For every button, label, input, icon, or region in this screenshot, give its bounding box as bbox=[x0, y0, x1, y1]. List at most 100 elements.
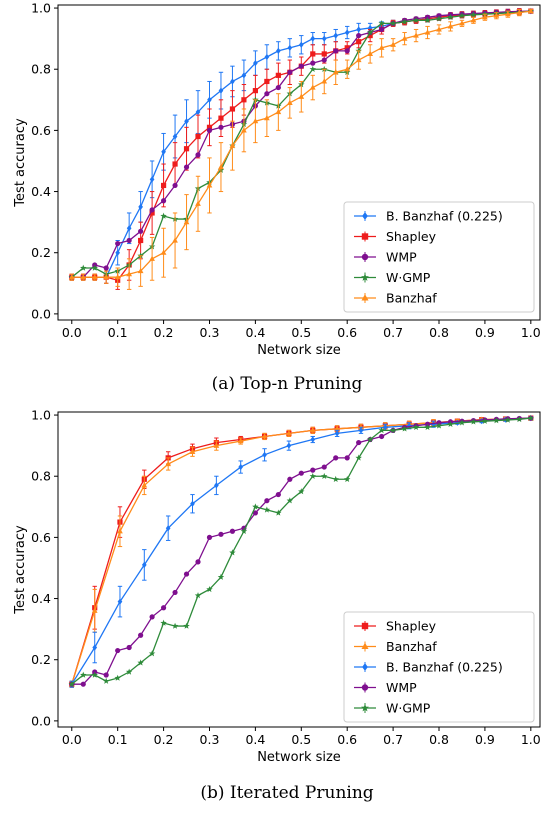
legend-item: W·GMP bbox=[354, 270, 431, 285]
legend-marker bbox=[361, 703, 369, 712]
data-point bbox=[160, 605, 167, 611]
data-point bbox=[218, 124, 224, 130]
y-axis-label: Test accuracy bbox=[13, 118, 28, 208]
legend-label: WMP bbox=[386, 680, 417, 695]
data-point bbox=[171, 622, 179, 629]
figure-caption: (b) Iterated Pruning bbox=[200, 783, 373, 803]
data-point bbox=[459, 20, 465, 26]
data-point bbox=[431, 421, 436, 428]
data-point bbox=[195, 559, 201, 565]
data-point bbox=[126, 225, 132, 232]
data-point bbox=[447, 23, 454, 29]
legend-marker bbox=[361, 642, 369, 650]
legend-item: Banzhaf bbox=[354, 639, 437, 654]
legend: Shapley Banzhaf B. Banzhaf (0.225) WMP W·GMP bbox=[343, 611, 535, 723]
x-tick-label: 1.0 bbox=[521, 732, 541, 747]
data-point bbox=[406, 422, 412, 429]
data-point bbox=[298, 488, 305, 495]
data-point bbox=[356, 32, 362, 39]
data-point bbox=[527, 7, 534, 14]
data-point bbox=[298, 93, 305, 99]
x-tick-label: 1.0 bbox=[521, 325, 541, 340]
data-point bbox=[367, 50, 374, 57]
data-point bbox=[263, 506, 271, 513]
x-tick-label: 0.5 bbox=[291, 325, 311, 340]
y-tick-label: 0.2 bbox=[31, 652, 51, 667]
data-point bbox=[80, 681, 86, 687]
x-tick-label: 0.9 bbox=[475, 732, 495, 747]
x-tick-label: 0.7 bbox=[383, 325, 403, 340]
data-point bbox=[264, 78, 270, 85]
y-tick-label: 0.4 bbox=[31, 591, 51, 606]
data-point bbox=[287, 44, 293, 51]
data-point bbox=[321, 35, 327, 42]
data-point bbox=[184, 118, 189, 125]
data-point bbox=[141, 561, 147, 569]
data-point bbox=[229, 549, 236, 556]
data-point bbox=[252, 510, 258, 516]
data-point bbox=[115, 240, 121, 247]
legend-box bbox=[343, 611, 535, 723]
data-point bbox=[333, 455, 339, 461]
plot-frame bbox=[57, 4, 541, 321]
data-point bbox=[309, 84, 316, 90]
data-point bbox=[310, 436, 316, 443]
data-point bbox=[218, 531, 224, 537]
data-point bbox=[481, 417, 489, 424]
data-point bbox=[207, 96, 212, 103]
data-point bbox=[321, 51, 327, 57]
y-tick-label: 0.6 bbox=[31, 123, 51, 138]
data-point bbox=[358, 427, 364, 434]
x-tick-label: 0.1 bbox=[108, 325, 128, 340]
data-point bbox=[286, 442, 292, 449]
data-point bbox=[114, 674, 121, 681]
data-point bbox=[321, 57, 327, 63]
data-point bbox=[458, 419, 466, 426]
data-point bbox=[252, 88, 258, 94]
data-point bbox=[80, 671, 87, 678]
series-w-gmp bbox=[68, 414, 535, 687]
data-point bbox=[80, 274, 87, 280]
data-point bbox=[125, 668, 133, 675]
data-point bbox=[161, 148, 166, 155]
x-axis-label: Network size bbox=[257, 750, 341, 765]
x-tick-label: 0.4 bbox=[245, 325, 265, 340]
legend-label: Banzhaf bbox=[386, 639, 437, 654]
data-point bbox=[229, 528, 236, 534]
x-tick-label: 0.8 bbox=[429, 325, 449, 340]
data-point bbox=[91, 264, 98, 271]
y-tick-label: 0.0 bbox=[31, 713, 51, 728]
data-point bbox=[412, 423, 420, 431]
data-point bbox=[126, 237, 132, 244]
data-point bbox=[275, 509, 282, 516]
data-point bbox=[80, 264, 87, 271]
data-point bbox=[435, 15, 443, 22]
data-point bbox=[172, 237, 178, 243]
data-point bbox=[482, 14, 488, 20]
data-point bbox=[252, 118, 259, 124]
data-point bbox=[378, 44, 385, 50]
data-point bbox=[401, 18, 408, 25]
legend-label: WMP bbox=[386, 250, 417, 265]
data-point bbox=[379, 433, 385, 440]
legend-marker bbox=[361, 273, 369, 281]
data-point bbox=[183, 146, 190, 152]
data-point bbox=[470, 11, 477, 18]
legend-item: WMP bbox=[354, 680, 417, 695]
data-point bbox=[103, 274, 110, 280]
data-point bbox=[527, 414, 535, 421]
legend-label: W·GMP bbox=[386, 701, 431, 716]
data-point bbox=[149, 614, 155, 620]
data-point bbox=[262, 451, 267, 458]
legend-item: B. Banzhaf (0.225) bbox=[354, 209, 503, 224]
data-point bbox=[165, 525, 171, 532]
data-point bbox=[217, 573, 225, 580]
data-point bbox=[253, 59, 258, 67]
data-point bbox=[356, 26, 362, 33]
data-point bbox=[378, 19, 385, 27]
data-point bbox=[287, 476, 293, 482]
data-point bbox=[148, 650, 156, 657]
y-tick-label: 0.6 bbox=[31, 530, 51, 545]
data-point bbox=[137, 267, 144, 274]
data-point bbox=[103, 265, 109, 271]
